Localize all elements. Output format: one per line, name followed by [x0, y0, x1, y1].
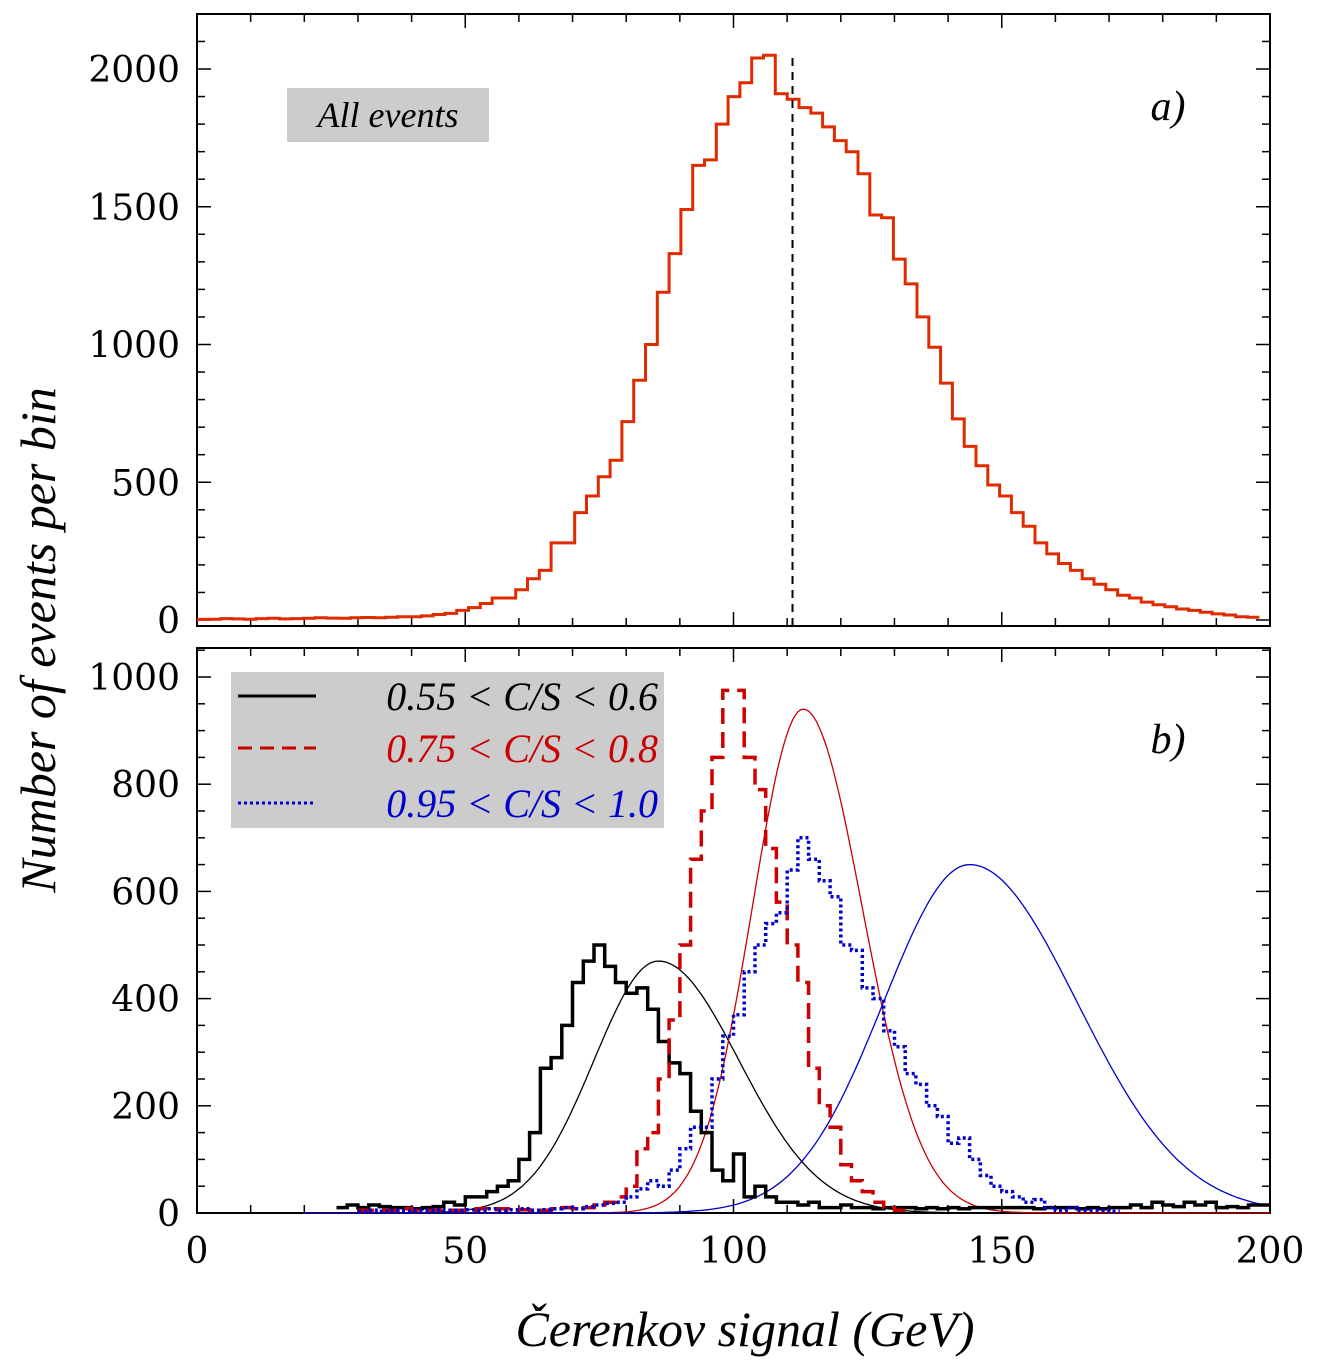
x-tick-label: 100 [699, 1231, 768, 1272]
panel-a-tag: a) [1151, 84, 1186, 130]
y-tick-label: 500 [111, 463, 180, 504]
all-events-box [287, 88, 489, 142]
y-tick-label: 1500 [88, 188, 180, 229]
y-tick-label: 1000 [88, 658, 180, 699]
legend-label-red: 0.75 < C/S < 0.8 [386, 726, 658, 771]
fit-curve-2 [304, 863, 1271, 1214]
series-blue-step [357, 836, 1120, 1214]
series-red-step [357, 688, 906, 1213]
y-tick-label: 2000 [88, 50, 180, 91]
y-tick-label: 1000 [88, 326, 180, 367]
y-tick-label: 400 [111, 980, 180, 1021]
all-events-label: All events [316, 95, 459, 135]
x-tick-labels: 0 50 100 150 200 [186, 1231, 1305, 1272]
y-tick-label: 0 [157, 1194, 180, 1235]
y-tick-label: 0 [157, 601, 180, 642]
series-black-step [336, 943, 1270, 1211]
panel-b-y-tick-labels: 0 200 400 600 800 1000 [88, 658, 180, 1235]
legend-label-black: 0.55 < C/S < 0.6 [386, 674, 658, 719]
panel-a-y-tick-labels: 0 500 1000 1500 2000 [88, 50, 180, 642]
x-tick-label: 200 [1236, 1231, 1305, 1272]
y-axis-title: Number of events per bin [10, 387, 66, 893]
x-tick-label: 50 [442, 1231, 488, 1272]
x-tick-label: 150 [967, 1231, 1036, 1272]
legend: 0.55 < C/S < 0.6 0.75 < C/S < 0.8 0.95 <… [231, 672, 664, 828]
series-all-events-step [197, 53, 1260, 621]
y-tick-label: 200 [111, 1087, 180, 1128]
x-tick-label: 0 [186, 1231, 209, 1272]
legend-box [231, 672, 664, 828]
y-tick-label: 600 [111, 872, 180, 913]
x-axis-title: Čerenkov signal (GeV) [515, 1301, 974, 1357]
y-tick-label: 800 [111, 765, 180, 806]
legend-label-blue: 0.95 < C/S < 1.0 [386, 781, 658, 826]
fit-curve-0 [304, 960, 1270, 1214]
panel-b-plot [304, 688, 1271, 1214]
panel-a-plot [197, 53, 1260, 626]
panel-b-tag: b) [1151, 717, 1186, 763]
